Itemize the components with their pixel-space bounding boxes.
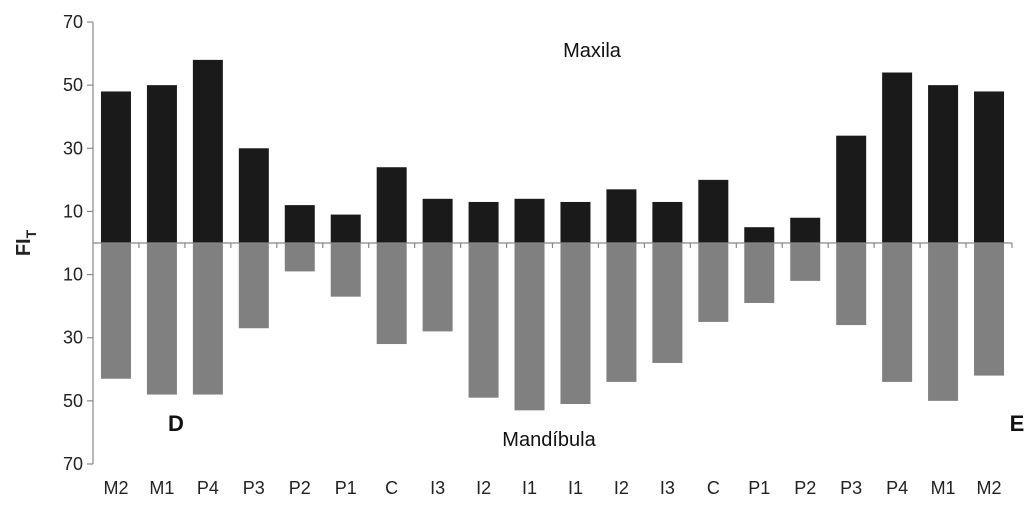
annotation-maxila: Maxila [563, 40, 622, 62]
y-tick-label: 50 [63, 391, 83, 411]
maxila-bars [100, 59, 1005, 244]
maxila-bar [100, 91, 131, 243]
maxila-bar [422, 198, 453, 243]
maxila-bar [744, 227, 775, 243]
annotation-d: D [168, 411, 184, 436]
x-tick-label: I1 [522, 478, 537, 498]
maxila-bar [560, 201, 591, 243]
mandibula-bars [100, 243, 1005, 411]
mandibula-bar [560, 243, 591, 405]
x-tick-label: P2 [794, 478, 816, 498]
mandibula-bar [652, 243, 683, 363]
mandibula-bar [192, 243, 223, 395]
x-tick-label: P1 [335, 478, 357, 498]
mandibula-bar [146, 243, 177, 395]
mandibula-bar [790, 243, 821, 281]
x-tick-label: M2 [977, 478, 1002, 498]
mandibula-bar [698, 243, 729, 322]
y-tick-label: 30 [63, 328, 83, 348]
annotation-e: E [1010, 411, 1025, 436]
x-tick-label: P1 [748, 478, 770, 498]
x-tick-label: C [385, 478, 398, 498]
x-tick-label: P3 [840, 478, 862, 498]
mandibula-bar [468, 243, 499, 398]
maxila-bar [606, 189, 637, 243]
x-tick-label: C [707, 478, 720, 498]
maxila-bar [238, 148, 269, 243]
mandibula-bar [330, 243, 361, 297]
maxila-bar [146, 85, 177, 244]
mandibula-bar [238, 243, 269, 329]
x-tick-label: M1 [149, 478, 174, 498]
mandibula-bar [376, 243, 407, 345]
y-tick-label: 70 [63, 454, 83, 474]
y-tick-label: 10 [63, 265, 83, 285]
mandibula-bar [514, 243, 545, 411]
x-tick-label: P3 [243, 478, 265, 498]
mandibula-bar [744, 243, 775, 303]
x-tick-label: I2 [476, 478, 491, 498]
mandibula-bar [928, 243, 959, 401]
mandibula-bar [974, 243, 1005, 376]
y-tick-label: 10 [63, 201, 83, 221]
x-axis-ticks: M2 M1 P4 P3 P2 P1 C I3 I2 I1 I1 I2 I3 C P1 P2 P3 P4 M1 M2 [103, 243, 1013, 498]
maxila-bar [284, 205, 315, 243]
mandibula-bar [606, 243, 637, 382]
y-tick-label: 30 [63, 138, 83, 158]
maxila-bar [974, 91, 1005, 243]
maxila-bar [790, 217, 821, 243]
x-tick-label: I3 [430, 478, 445, 498]
maxila-bar [698, 179, 729, 243]
maxila-bar [468, 201, 499, 243]
x-tick-label: M1 [931, 478, 956, 498]
x-tick-label: I2 [614, 478, 629, 498]
x-tick-label: P2 [289, 478, 311, 498]
annotation-mandibula: Mandíbula [502, 429, 596, 451]
mandibula-bar [882, 243, 913, 382]
y-tick-label: 70 [63, 12, 83, 32]
maxila-bar [882, 72, 913, 243]
mandibula-bar [100, 243, 131, 379]
maxila-bar [376, 167, 407, 243]
maxila-bar [330, 214, 361, 243]
x-tick-label: P4 [197, 478, 219, 498]
mandibula-bar [284, 243, 315, 272]
y-axis-ticks: 70 50 30 10 10 30 50 70 [63, 12, 93, 474]
y-axis-label-subscript: T [23, 229, 39, 238]
x-tick-label: P4 [886, 478, 908, 498]
maxila-bar [514, 198, 545, 243]
maxila-bar [192, 59, 223, 244]
x-tick-label: I1 [568, 478, 583, 498]
x-tick-label: I3 [660, 478, 675, 498]
x-tick-label: M2 [103, 478, 128, 498]
maxila-bar [836, 135, 867, 243]
maxila-bar [652, 201, 683, 243]
mandibula-bar [422, 243, 453, 332]
y-tick-label: 50 [63, 75, 83, 95]
mandibula-bar [836, 243, 867, 326]
maxila-bar [928, 85, 959, 244]
y-axis-label: FIT [13, 229, 39, 256]
